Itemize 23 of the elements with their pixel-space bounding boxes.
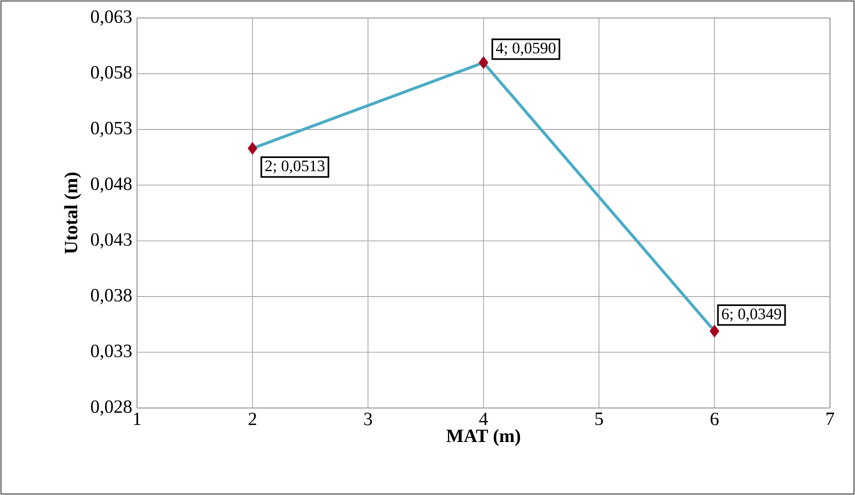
y-tick-label: 0,058: [91, 66, 132, 82]
y-tick-label: 0,048: [91, 177, 132, 193]
point: [248, 142, 258, 155]
annotation: 4; 0,0590: [496, 42, 556, 56]
y-tick-label: 0,043: [91, 233, 132, 248]
point: [478, 56, 488, 69]
annotation: 6; 0,0349: [722, 308, 782, 322]
y-tick-label: 0,028: [91, 400, 132, 416]
x-tick-label: 5: [595, 412, 603, 426]
y-tick-label: 0,063: [91, 10, 132, 26]
annotation: 2; 0,0513: [265, 160, 324, 174]
x-tick-label: 4: [479, 412, 488, 425]
point: [710, 324, 720, 338]
x-tick-label: 1: [134, 412, 141, 426]
x-tick-label: 7: [826, 412, 834, 425]
x-tick-label: 2: [248, 412, 256, 426]
y-tick-label: 0,053: [91, 122, 132, 138]
y-axis-title: Utotal (m): [64, 172, 82, 254]
y-tick-label: 0,038: [91, 288, 132, 304]
x-axis-title: MAT (m): [446, 429, 520, 446]
x-tick-label: 3: [364, 412, 372, 426]
y-tick-label: 0,033: [91, 344, 132, 360]
x-tick-label: 6: [710, 412, 719, 426]
